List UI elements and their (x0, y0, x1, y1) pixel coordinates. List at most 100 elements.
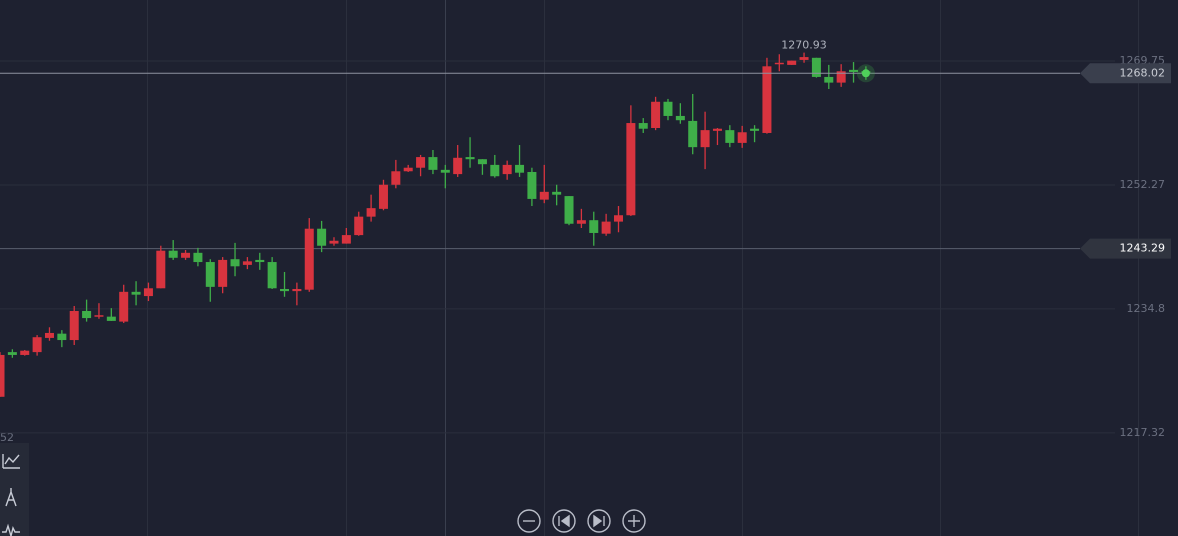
body (527, 171, 537, 199)
candle (675, 103, 685, 124)
current-dot (861, 69, 870, 78)
back-button[interactable] (552, 509, 576, 533)
candle (638, 118, 648, 133)
draw-icon[interactable] (5, 488, 17, 507)
body (849, 69, 859, 72)
body (750, 128, 760, 131)
body (453, 157, 463, 175)
candle (341, 228, 351, 244)
candle (403, 164, 413, 172)
body (94, 315, 104, 317)
candle (242, 257, 252, 270)
body (440, 169, 450, 173)
body (255, 259, 265, 263)
candle (651, 96, 661, 131)
body (626, 123, 636, 216)
candle (712, 128, 722, 146)
candle (181, 249, 191, 260)
body (490, 164, 500, 177)
body (32, 337, 42, 353)
candle (490, 154, 500, 178)
candle (32, 335, 42, 356)
candle (317, 220, 327, 253)
candle (539, 164, 549, 204)
candle (737, 125, 747, 148)
body (267, 262, 277, 289)
body (230, 259, 240, 267)
body (416, 157, 426, 168)
indicator-icon[interactable] (2, 454, 20, 469)
candle (329, 237, 339, 246)
candle (168, 240, 178, 260)
candle (688, 93, 698, 155)
candle (576, 208, 586, 229)
toolbar (0, 443, 29, 536)
body (317, 228, 327, 246)
candle (453, 145, 463, 177)
candle (465, 137, 475, 168)
body (7, 352, 17, 355)
candle (20, 349, 30, 356)
candle (354, 211, 364, 236)
body (589, 220, 599, 233)
body (477, 159, 487, 165)
price-tag-label: 1268.02 (1120, 66, 1166, 79)
body (69, 310, 79, 341)
vertical-grid (147, 0, 1139, 536)
body (354, 216, 364, 236)
body (280, 288, 290, 292)
body (242, 261, 252, 265)
body (638, 123, 648, 129)
candle (143, 282, 153, 302)
candle (267, 257, 277, 289)
body (824, 76, 834, 83)
wave-icon[interactable] (2, 523, 20, 536)
candle (119, 284, 129, 324)
y-tick-label: 1217.32 (1120, 426, 1166, 439)
body (57, 333, 67, 341)
body (552, 191, 562, 195)
body (168, 250, 178, 258)
candle (725, 125, 735, 148)
forward-button[interactable] (587, 509, 611, 533)
body (799, 57, 809, 60)
zoom-out-button[interactable] (517, 509, 541, 533)
candle (416, 154, 426, 177)
candle (94, 303, 104, 319)
body (82, 310, 92, 319)
body (205, 262, 215, 287)
body (787, 60, 797, 65)
body (156, 250, 166, 289)
body (403, 167, 413, 172)
candle (440, 164, 450, 189)
candle (762, 57, 772, 134)
body (762, 66, 772, 133)
candle (82, 299, 92, 322)
body (712, 128, 722, 131)
candle (0, 352, 5, 397)
candle (799, 52, 809, 63)
body (614, 215, 623, 222)
candle (527, 167, 537, 207)
candle (366, 194, 376, 222)
body (329, 240, 339, 244)
body (564, 196, 574, 224)
candle (774, 54, 784, 72)
cut-label: 52 (0, 431, 14, 444)
candle (614, 206, 623, 233)
body (700, 130, 710, 148)
body (20, 350, 30, 355)
candle (515, 145, 525, 177)
candle (564, 196, 574, 226)
body (811, 57, 821, 77)
body (143, 288, 153, 297)
candle (57, 330, 67, 348)
candle (292, 282, 302, 306)
candle (849, 62, 859, 83)
candle (502, 160, 512, 180)
body (181, 252, 191, 258)
zoom-in-button[interactable] (622, 509, 646, 533)
price-tag-label: 1243.29 (1120, 242, 1166, 255)
